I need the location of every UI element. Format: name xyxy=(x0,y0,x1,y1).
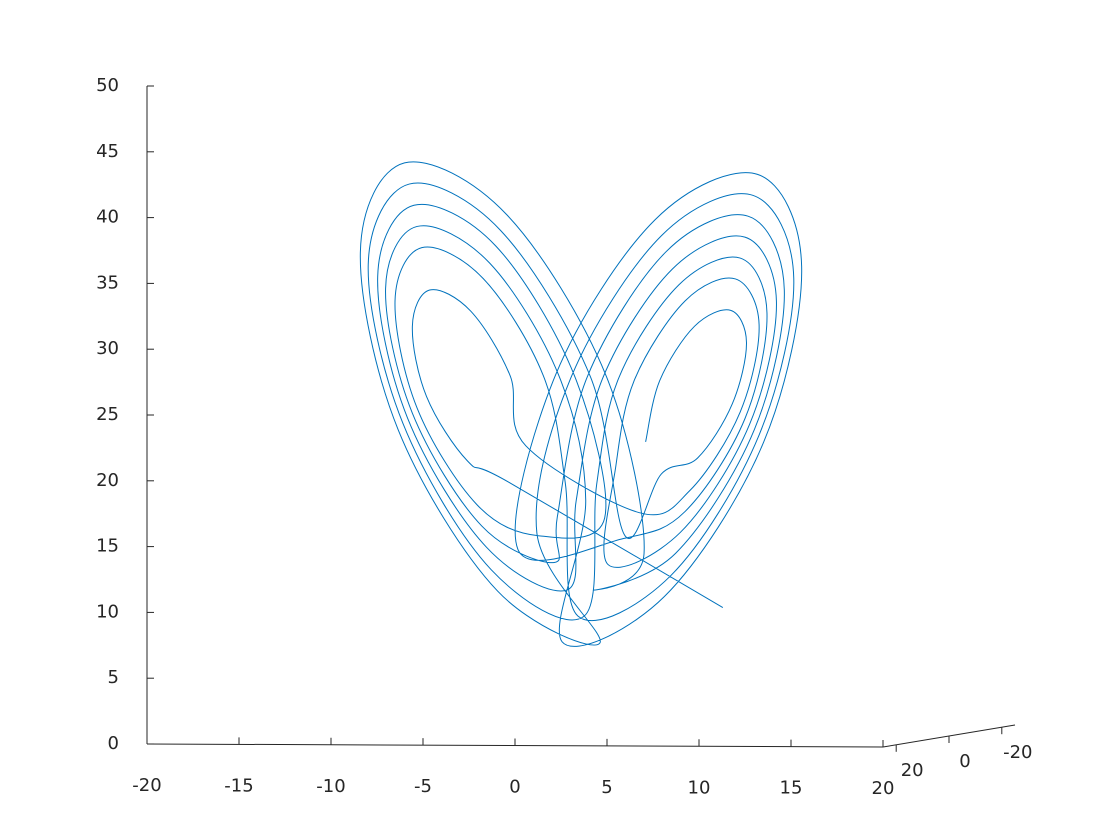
z-tick-label: 0 xyxy=(108,733,119,754)
z-tick-label: 45 xyxy=(96,141,119,162)
trajectory xyxy=(359,161,803,647)
x-tick-label: -10 xyxy=(316,776,345,797)
x-tick-label: -15 xyxy=(224,775,253,796)
y-tick-label: 20 xyxy=(901,760,924,781)
x-tick-label: 20 xyxy=(872,778,895,799)
y-tick-label: 0 xyxy=(959,751,970,772)
z-tick-label: 35 xyxy=(96,272,119,293)
x-tick-label: 5 xyxy=(601,777,612,798)
x-tick-label: -5 xyxy=(414,776,432,797)
x-tick-label: -20 xyxy=(132,775,161,796)
z-tick-label: 25 xyxy=(96,404,119,425)
y-tick-label: -20 xyxy=(1003,742,1032,763)
z-tick-label: 5 xyxy=(108,667,119,688)
z-tick-label: 30 xyxy=(96,338,119,359)
z-tick-label: 40 xyxy=(96,207,119,228)
z-tick-label: 15 xyxy=(96,536,119,557)
x-tick-label: 15 xyxy=(780,778,803,799)
z-tick-label: 10 xyxy=(96,601,119,622)
x-tick-label: 10 xyxy=(688,777,711,798)
x-tick-label: 0 xyxy=(509,777,520,798)
z-tick-label: 20 xyxy=(96,470,119,491)
z-tick-label: 50 xyxy=(96,75,119,96)
